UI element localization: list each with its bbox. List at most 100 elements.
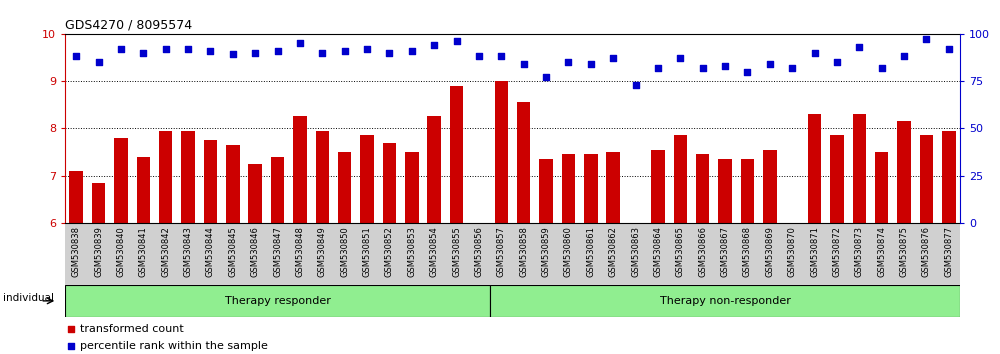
Bar xyxy=(741,159,754,223)
Text: GSM530846: GSM530846 xyxy=(251,226,260,277)
Text: GSM530845: GSM530845 xyxy=(228,226,237,277)
Bar xyxy=(423,223,445,285)
Text: GSM530860: GSM530860 xyxy=(564,226,573,277)
Point xyxy=(918,36,934,42)
Text: GSM530843: GSM530843 xyxy=(184,226,193,277)
Bar xyxy=(181,131,195,223)
Bar xyxy=(624,223,647,285)
Text: GSM530875: GSM530875 xyxy=(900,226,909,277)
Bar xyxy=(222,223,244,285)
Bar xyxy=(427,116,441,223)
Text: individual: individual xyxy=(3,293,54,303)
Point xyxy=(807,50,823,55)
Point xyxy=(359,46,375,52)
Text: GSM530864: GSM530864 xyxy=(653,226,662,277)
Point xyxy=(225,52,241,57)
Point xyxy=(471,53,487,59)
Bar xyxy=(920,136,933,223)
Bar xyxy=(647,223,669,285)
Point xyxy=(516,61,532,67)
Bar xyxy=(468,223,490,285)
Bar xyxy=(535,223,557,285)
Text: GSM530867: GSM530867 xyxy=(721,226,730,277)
Point xyxy=(560,59,576,65)
Text: GSM530874: GSM530874 xyxy=(877,226,886,277)
Bar xyxy=(736,223,759,285)
Point xyxy=(605,56,621,61)
Bar xyxy=(114,138,128,223)
Bar xyxy=(870,223,893,285)
Point xyxy=(158,46,174,52)
Point xyxy=(449,38,465,44)
Point xyxy=(628,82,644,87)
Text: GSM530848: GSM530848 xyxy=(295,226,304,277)
Text: GSM530861: GSM530861 xyxy=(586,226,595,277)
Text: GSM530839: GSM530839 xyxy=(94,226,103,277)
Bar xyxy=(803,223,826,285)
Text: GSM530853: GSM530853 xyxy=(407,226,416,277)
Bar xyxy=(132,223,154,285)
Bar xyxy=(651,150,665,223)
Text: GSM530863: GSM530863 xyxy=(631,226,640,277)
Bar xyxy=(110,223,132,285)
Bar xyxy=(495,81,508,223)
Bar xyxy=(65,223,87,285)
Point xyxy=(784,65,800,70)
Bar xyxy=(853,114,866,223)
Point xyxy=(314,50,330,55)
Point xyxy=(113,46,129,52)
Point xyxy=(851,44,867,50)
Bar xyxy=(199,223,222,285)
Bar xyxy=(450,86,463,223)
Bar xyxy=(848,223,870,285)
Bar xyxy=(584,154,598,223)
Bar xyxy=(580,223,602,285)
Point xyxy=(63,343,79,349)
Point xyxy=(135,50,151,55)
Bar xyxy=(338,152,351,223)
Bar xyxy=(334,223,356,285)
Text: GSM530855: GSM530855 xyxy=(452,226,461,277)
Text: GSM530859: GSM530859 xyxy=(542,226,551,277)
Point xyxy=(91,59,107,65)
Point xyxy=(829,59,845,65)
Bar xyxy=(383,143,396,223)
Text: GSM530857: GSM530857 xyxy=(497,226,506,277)
Bar xyxy=(826,223,848,285)
Bar xyxy=(512,223,535,285)
Bar xyxy=(692,223,714,285)
Text: GSM530870: GSM530870 xyxy=(788,226,797,277)
Bar xyxy=(271,157,284,223)
Bar xyxy=(714,223,736,285)
Point xyxy=(63,326,79,331)
Text: GSM530854: GSM530854 xyxy=(430,226,439,277)
Text: GSM530850: GSM530850 xyxy=(340,226,349,277)
Text: GSM530868: GSM530868 xyxy=(743,226,752,277)
Bar xyxy=(781,223,803,285)
Point xyxy=(717,63,733,69)
Bar xyxy=(177,223,199,285)
Point xyxy=(739,69,755,74)
Point xyxy=(202,48,218,53)
Bar xyxy=(602,223,624,285)
Point xyxy=(292,40,308,46)
Point xyxy=(672,56,688,61)
Bar xyxy=(65,285,490,317)
Bar xyxy=(154,223,177,285)
Text: Therapy non-responder: Therapy non-responder xyxy=(660,296,790,306)
Bar xyxy=(289,223,311,285)
Text: GSM530844: GSM530844 xyxy=(206,226,215,277)
Bar xyxy=(405,152,419,223)
Point xyxy=(538,74,554,80)
Bar xyxy=(763,150,777,223)
Bar xyxy=(517,102,530,223)
Text: GSM530851: GSM530851 xyxy=(363,226,372,277)
Bar xyxy=(401,223,423,285)
Bar xyxy=(92,183,105,223)
Bar xyxy=(159,131,172,223)
Bar xyxy=(378,223,401,285)
Text: GSM530847: GSM530847 xyxy=(273,226,282,277)
Bar xyxy=(311,223,334,285)
Bar xyxy=(356,223,378,285)
Bar xyxy=(893,223,915,285)
